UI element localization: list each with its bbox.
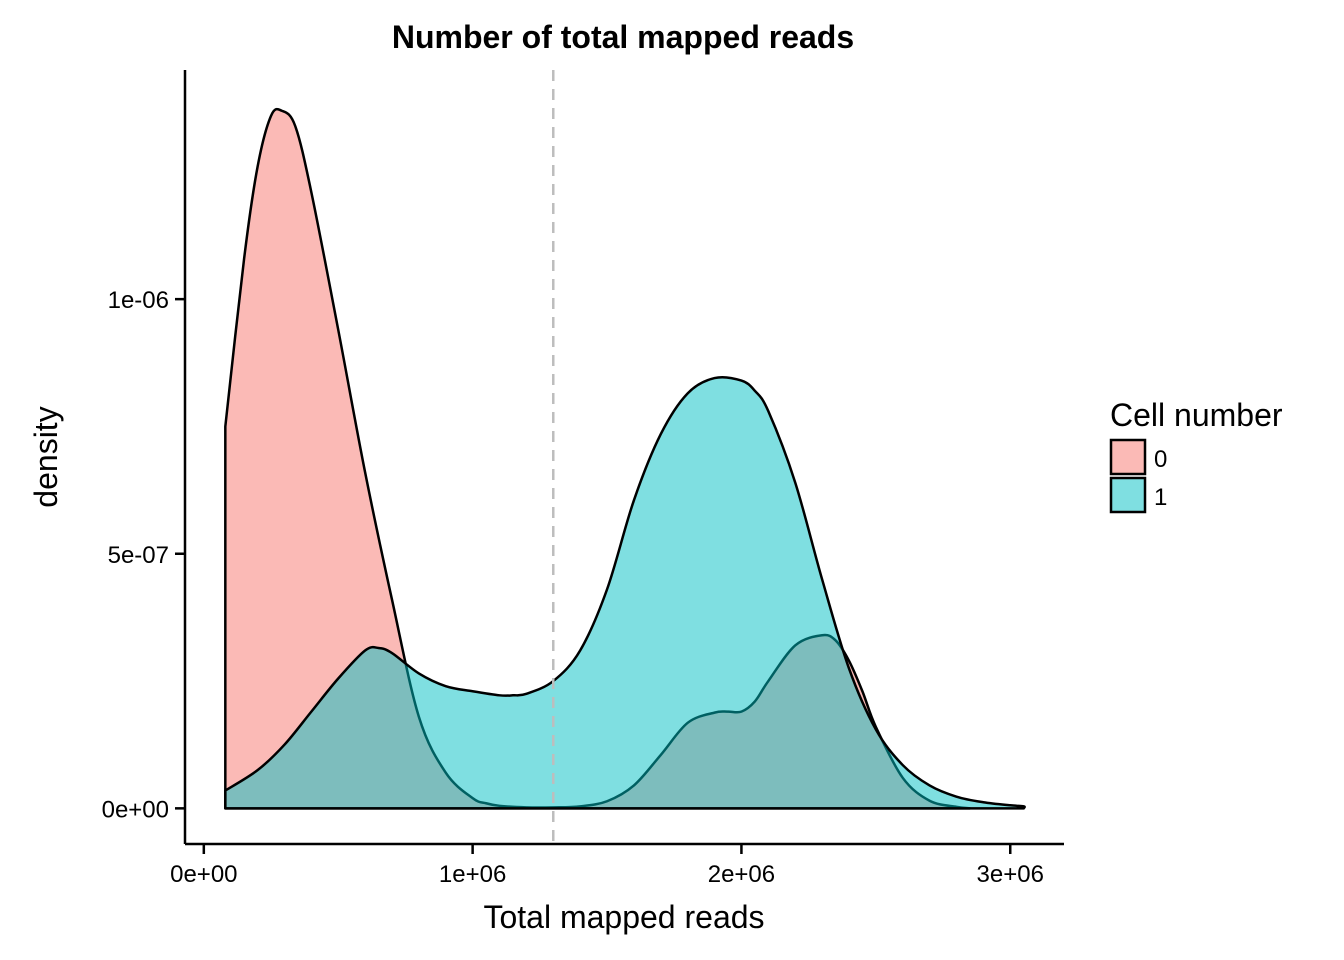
legend: Cell number 01	[1109, 397, 1283, 514]
x-tick-label: 1e+06	[439, 861, 506, 888]
legend-swatch-0	[1109, 438, 1147, 476]
x-tick-label: 2e+06	[708, 861, 775, 888]
x-tick-label: 0e+00	[170, 861, 237, 888]
density-area-series-1	[224, 376, 1026, 810]
chart-title: Number of total mapped reads	[392, 19, 854, 55]
legend-title: Cell number	[1110, 397, 1283, 433]
y-tick-label: 0e+00	[102, 796, 169, 823]
x-axis-title: Total mapped reads	[483, 899, 764, 935]
y-tick-label: 5e-07	[108, 542, 169, 569]
plot-area: 0e+00 1e+06 2e+06 3e+06 0e+00 5e-07 1e-06	[102, 70, 1064, 888]
legend-items: 01	[1109, 438, 1167, 514]
legend-label-0: 0	[1154, 446, 1167, 473]
legend-swatch-1	[1109, 476, 1147, 514]
x-ticks: 0e+00 1e+06 2e+06 3e+06	[170, 844, 1044, 888]
x-tick-label: 3e+06	[977, 861, 1044, 888]
y-tick-label: 1e-06	[108, 287, 169, 314]
y-ticks: 0e+00 5e-07 1e-06	[102, 287, 185, 823]
y-axis-title: density	[28, 406, 64, 507]
legend-label-1: 1	[1154, 484, 1167, 511]
density-layer	[224, 107, 1026, 810]
